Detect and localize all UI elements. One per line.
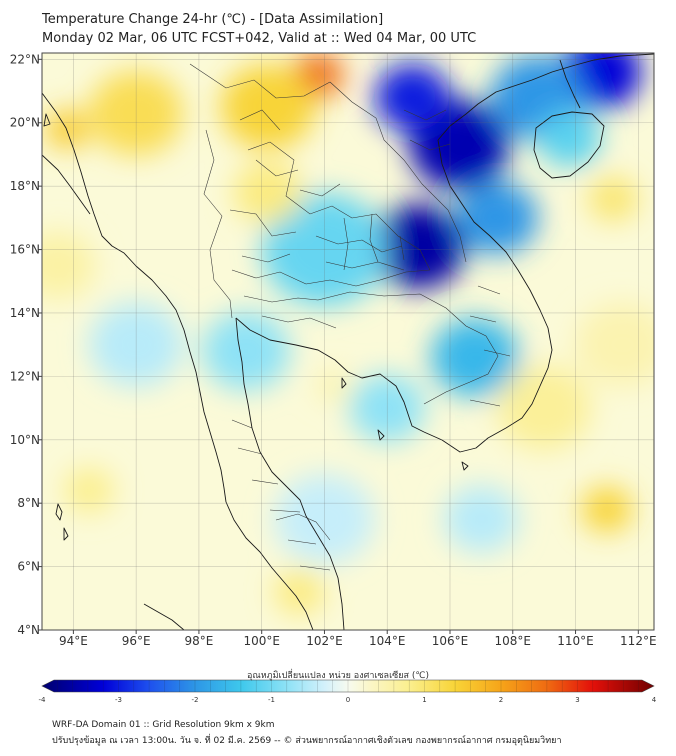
border-malaysia — [275, 513, 331, 541]
colorbar-tick-label: -1 — [268, 696, 275, 704]
anomaly-region — [202, 311, 290, 391]
coastline-islands — [341, 377, 469, 471]
lon-tick-label: 102°E — [306, 634, 343, 648]
colorbar-tick-label: 0 — [346, 696, 350, 704]
map-outlines — [42, 53, 654, 630]
border-china — [189, 63, 331, 99]
coastline-myanmar — [42, 92, 227, 503]
anomaly-region — [575, 302, 654, 388]
anomaly-region — [63, 467, 115, 514]
anomaly-region — [443, 485, 520, 553]
anomaly-region — [42, 231, 96, 300]
coastline-leizhou — [559, 59, 581, 109]
anomaly-region — [588, 176, 639, 222]
lon-tick-label: 112°E — [620, 634, 657, 648]
lon-tick-label: 100°E — [243, 634, 280, 648]
lon-tick-label: 98°E — [184, 634, 213, 648]
colorbar-title: อุณหภูมิเปลี่ยนแปลง หน่วย องศาเซลเซียส (… — [246, 671, 430, 681]
colorbar-tick-label: -2 — [192, 696, 199, 704]
temperature-field — [42, 53, 654, 630]
colorbar-tick-label: 4 — [652, 696, 657, 704]
anomaly-region — [431, 317, 520, 397]
lat-tick-label: 10°N — [10, 433, 40, 447]
border-thai-cambodia — [305, 269, 431, 287]
anomaly-region — [349, 374, 425, 442]
border-province-south — [231, 419, 331, 571]
coastline-mekong — [423, 139, 553, 453]
lat-tick-label: 20°N — [10, 116, 40, 130]
anomaly-region — [45, 109, 90, 149]
lon-tick-label: 108°E — [495, 634, 532, 648]
chart-title: Temperature Change 24-hr (℃) - [Data Ass… — [42, 12, 384, 27]
anomaly-region — [374, 63, 450, 132]
lat-tick-label: 14°N — [10, 306, 40, 320]
anomaly-region — [89, 70, 184, 156]
coastline-peninsula-east — [235, 317, 345, 630]
coastline-andaman — [43, 113, 69, 541]
colorbar-tick-label: 2 — [499, 696, 503, 704]
border-vietnam-provinces — [403, 109, 511, 407]
coastline-gulf-north — [235, 317, 425, 433]
anomaly-region — [318, 371, 350, 401]
colorbar-tick-label: 1 — [422, 696, 426, 704]
anomaly-region — [581, 486, 633, 533]
colorbar-tick-labels: -4 -3 -2 -1 0 1 2 3 4 — [39, 696, 657, 704]
lon-tick-label: 106°E — [432, 634, 469, 648]
border-thailand-laos — [247, 141, 431, 271]
lon-tick-label: 104°E — [369, 634, 406, 648]
anomaly-region — [371, 204, 466, 289]
footer-credit: ปรับปรุงข้อมูล ณ เวลา 13:00น. วัน จ. ที่… — [52, 736, 562, 746]
lat-tick-label: 6°N — [17, 560, 40, 574]
lat-tick-label: 4°N — [17, 623, 40, 637]
border-province-northeast — [315, 213, 405, 271]
border-laos-vietnam — [329, 81, 467, 263]
anomaly-region — [456, 181, 538, 255]
coastline-hainan — [533, 111, 605, 179]
lat-tick-label: 22°N — [10, 52, 40, 66]
lat-tick-label: 12°N — [10, 369, 40, 383]
colorbar-bar — [41, 679, 655, 693]
colorbar-tick-label: -3 — [115, 696, 122, 704]
coastline-sumatra — [143, 603, 185, 630]
anomaly-region — [274, 569, 325, 615]
anomaly-region — [233, 161, 303, 224]
colorbar-divisions — [57, 680, 639, 692]
anomaly-region — [537, 110, 601, 167]
colorbar-tick-label: -4 — [39, 696, 47, 704]
graticule — [42, 53, 654, 630]
lon-tick-label: 110°E — [557, 634, 594, 648]
footer-domain-info: WRF-DA Domain 01 :: Grid Resolution 9km … — [52, 720, 275, 730]
border-myanmar-thailand — [203, 129, 233, 319]
anomaly-region — [220, 64, 316, 150]
anomaly-region — [497, 365, 592, 451]
coastline-peninsula-west — [225, 501, 314, 630]
map-frame — [41, 52, 655, 631]
province-borders — [189, 63, 511, 571]
lat-tick-label: 8°N — [17, 496, 40, 510]
colorbar: -4 -3 -2 -1 0 1 2 3 4 — [39, 679, 657, 704]
border-cambodia — [317, 291, 499, 405]
colorbar-tick-label: 3 — [575, 696, 579, 704]
lat-tick-label: 18°N — [10, 179, 40, 193]
anomaly-region — [89, 302, 184, 388]
border-province-central — [231, 269, 337, 329]
lon-tick-label: 94°E — [59, 634, 88, 648]
coastline-rakhine — [42, 154, 91, 215]
chart-subtitle: Monday 02 Mar, 06 UTC FCST+042, Valid at… — [42, 31, 477, 46]
lat-tick-label: 16°N — [10, 243, 40, 257]
axis-ticks: 94°E 96°E 98°E 100°E 102°E 104°E 106°E 108°E 110… — [10, 52, 657, 648]
lon-tick-label: 96°E — [122, 634, 151, 648]
coastline-tonkin — [437, 53, 654, 141]
border-province-north — [229, 109, 341, 263]
